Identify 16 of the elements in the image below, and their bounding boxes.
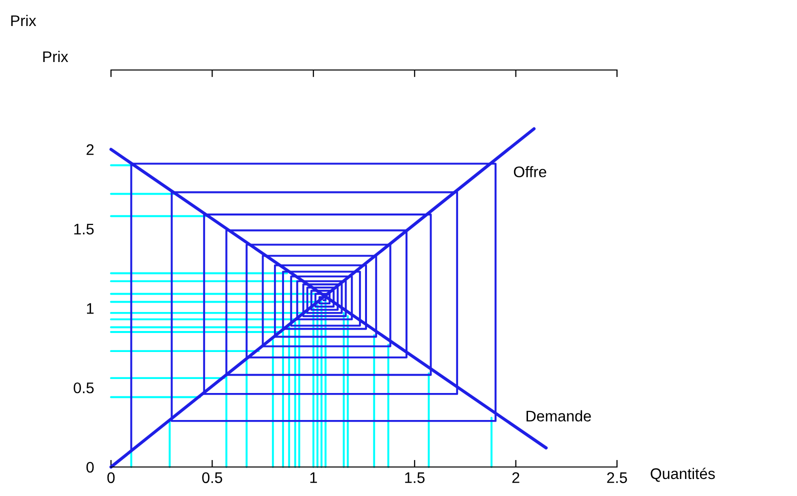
series-label: Demande (526, 410, 591, 422)
chart-title: Prix (11, 14, 36, 26)
x-tick-label: 0.5 (202, 472, 222, 484)
x-tick-label: 0 (107, 472, 115, 484)
series-label: Offre (514, 166, 546, 178)
x-tick-label: 1 (310, 472, 317, 483)
x-axis-title: Quantités (650, 468, 715, 482)
y-tick-label: 2 (86, 144, 94, 155)
y-tick-label: 1 (87, 303, 94, 314)
x-tick-label: 1.5 (405, 472, 425, 484)
x-tick-label: 2 (512, 472, 520, 483)
y-axis-title: Prix (43, 50, 68, 62)
y-tick-label: 1.5 (74, 224, 94, 234)
y-tick-label: 0 (86, 462, 94, 473)
x-tick-label: 2.5 (607, 472, 627, 484)
y-tick-label: 0.5 (74, 382, 94, 394)
